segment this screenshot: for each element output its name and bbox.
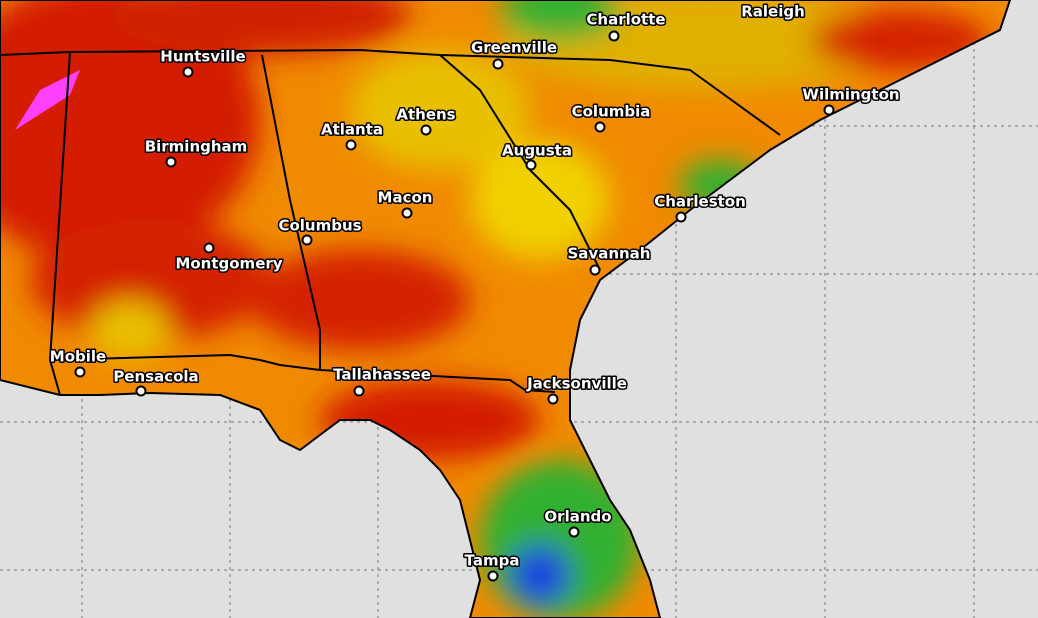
city-label: Columbia (572, 103, 651, 121)
city-label: Mobile (50, 348, 106, 366)
city-label: Greenville (471, 39, 557, 57)
city-label: Charlotte (586, 11, 665, 29)
city-dot (568, 526, 580, 538)
city-dot (487, 570, 499, 582)
city-label: Montgomery (175, 255, 282, 273)
city-dot (165, 156, 177, 168)
city-dot (345, 139, 357, 151)
city-dot (203, 242, 215, 254)
city-label: Atlanta (321, 121, 383, 139)
city-dot (525, 159, 537, 171)
city-label: Athens (396, 106, 455, 124)
city-label: Macon (378, 189, 433, 207)
city-label: Savannah (568, 245, 651, 263)
cities: Raleigh Charlotte Greenville Wilmington Hunt… (48, 1, 901, 582)
city-dot (182, 66, 194, 78)
city-dot (420, 124, 432, 136)
city-dot (608, 30, 620, 42)
city-dot (675, 211, 687, 223)
city-label: Tallahassee (333, 366, 431, 384)
city-dot (589, 264, 601, 276)
city-label: Tampa (465, 552, 520, 570)
city-label: Augusta (502, 142, 572, 160)
city-dot (492, 58, 504, 70)
city-label: Charleston (654, 193, 746, 211)
city-label: Orlando (544, 508, 611, 526)
city-dot (74, 366, 86, 378)
city-dot (547, 393, 559, 405)
city-dot (353, 385, 365, 397)
city-dot (401, 207, 413, 219)
city-dot (301, 234, 313, 246)
city-label: Pensacola (113, 368, 198, 386)
city-dot (823, 104, 835, 116)
city-label: Columbus (278, 217, 361, 235)
city-label: Raleigh (741, 3, 805, 21)
city-label: Wilmington (802, 86, 899, 104)
city-dot (135, 385, 147, 397)
city-label: Huntsville (160, 48, 245, 66)
city-label: Jacksonville (526, 375, 627, 393)
city-dot (594, 121, 606, 133)
city-label: Birmingham (145, 138, 248, 156)
